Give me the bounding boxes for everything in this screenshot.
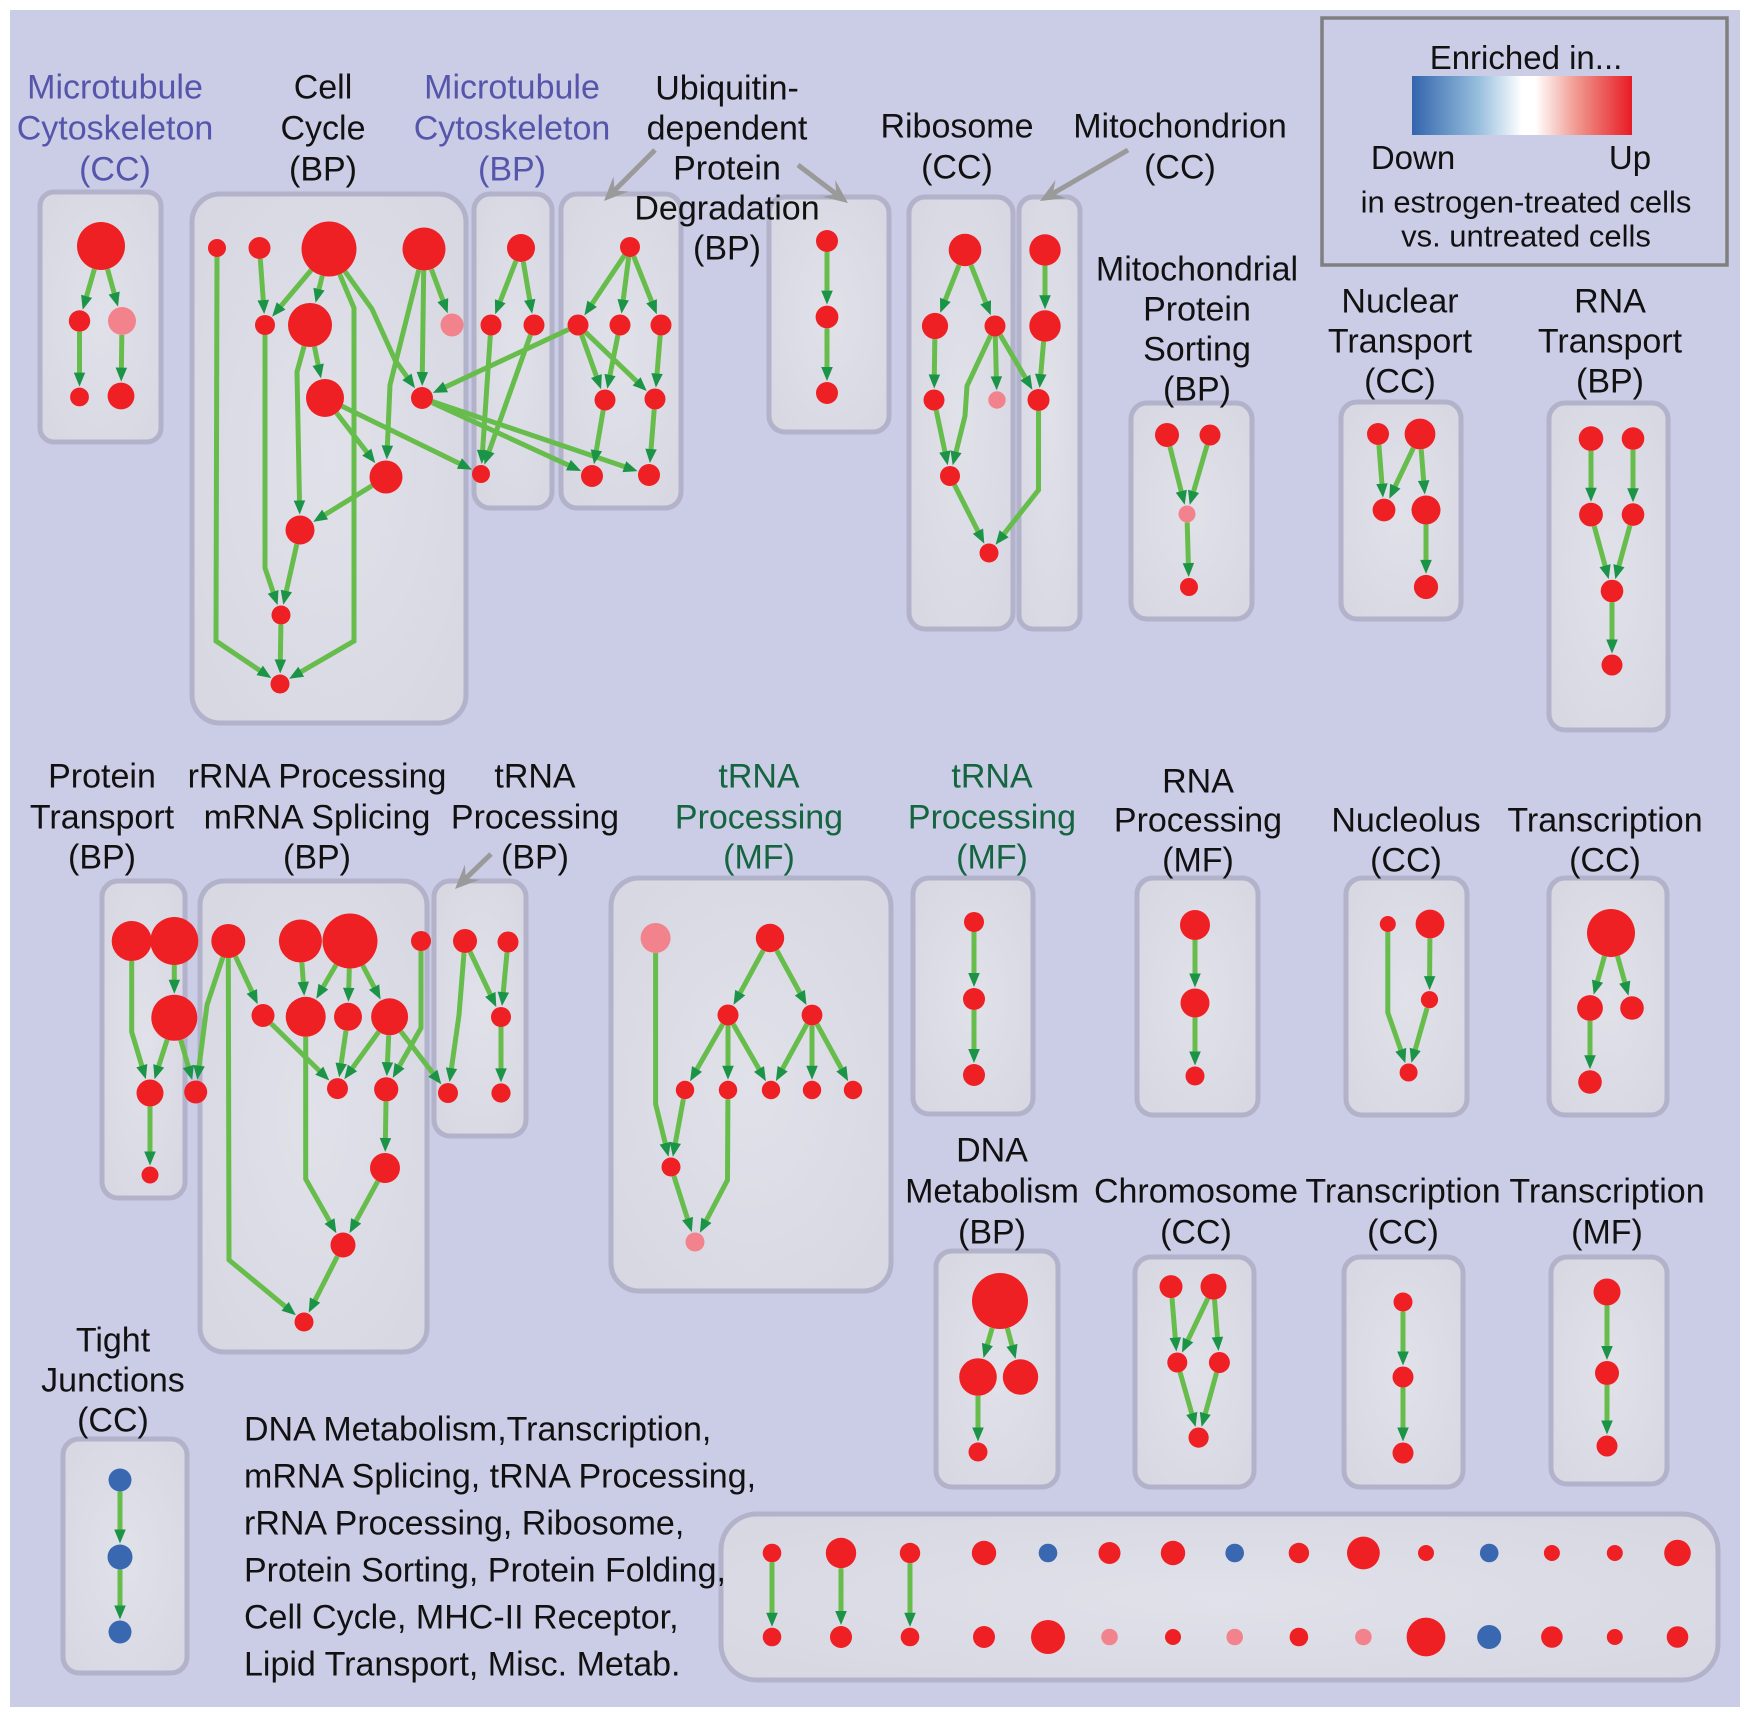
svg-text:Degradation: Degradation: [634, 189, 819, 227]
svg-text:tRNA: tRNA: [494, 757, 576, 795]
svg-text:Processing: Processing: [1114, 801, 1282, 839]
svg-text:(BP): (BP): [958, 1213, 1026, 1251]
svg-text:(CC): (CC): [1370, 841, 1442, 879]
svg-text:(BP): (BP): [478, 150, 546, 188]
svg-text:Transcription: Transcription: [1305, 1172, 1500, 1210]
svg-text:Mitochondrion: Mitochondrion: [1073, 107, 1287, 145]
svg-text:DNA Metabolism,Transcription,: DNA Metabolism,Transcription,: [244, 1410, 711, 1448]
svg-text:Protein: Protein: [48, 757, 156, 795]
svg-text:DNA: DNA: [956, 1131, 1028, 1169]
svg-text:(CC): (CC): [1144, 148, 1216, 186]
svg-text:Processing: Processing: [675, 798, 843, 836]
svg-text:(MF): (MF): [1162, 841, 1234, 879]
svg-text:(BP): (BP): [289, 150, 357, 188]
svg-text:Transcription: Transcription: [1507, 801, 1702, 839]
svg-text:(BP): (BP): [693, 229, 761, 267]
svg-text:(CC): (CC): [1367, 1213, 1439, 1251]
svg-text:Cytoskeleton: Cytoskeleton: [17, 109, 214, 147]
svg-text:(CC): (CC): [921, 148, 993, 186]
svg-text:Protein: Protein: [673, 149, 781, 187]
svg-text:(CC): (CC): [1364, 362, 1436, 400]
svg-text:(BP): (BP): [68, 838, 136, 876]
svg-text:(BP): (BP): [501, 838, 569, 876]
svg-text:Transport: Transport: [30, 798, 175, 836]
svg-text:RNA: RNA: [1162, 762, 1234, 800]
svg-text:Ubiquitin-: Ubiquitin-: [655, 69, 799, 107]
svg-text:mRNA Splicing: mRNA Splicing: [204, 798, 431, 836]
svg-text:Nuclear: Nuclear: [1341, 282, 1458, 320]
svg-text:tRNA: tRNA: [718, 757, 800, 795]
svg-text:Cytoskeleton: Cytoskeleton: [414, 109, 611, 147]
svg-text:Sorting: Sorting: [1143, 330, 1251, 368]
svg-text:Lipid Transport, Misc. Metab.: Lipid Transport, Misc. Metab.: [244, 1645, 681, 1683]
svg-text:Enriched in...: Enriched in...: [1430, 39, 1623, 76]
svg-text:(BP): (BP): [283, 838, 351, 876]
svg-text:(CC): (CC): [77, 1401, 149, 1439]
svg-text:Cell: Cell: [294, 68, 353, 106]
svg-text:Tight: Tight: [76, 1321, 151, 1359]
svg-text:Transport: Transport: [1538, 322, 1683, 360]
svg-text:(MF): (MF): [723, 838, 795, 876]
svg-text:rRNA Processing: rRNA Processing: [188, 757, 447, 795]
svg-text:(MF): (MF): [1571, 1213, 1643, 1251]
svg-text:Transport: Transport: [1328, 322, 1473, 360]
svg-text:Cycle: Cycle: [280, 109, 365, 147]
svg-text:Microtubule: Microtubule: [27, 68, 203, 106]
svg-text:Processing: Processing: [908, 798, 1076, 836]
svg-text:(BP): (BP): [1576, 362, 1644, 400]
svg-text:(BP): (BP): [1163, 370, 1231, 408]
svg-text:(CC): (CC): [79, 150, 151, 188]
svg-text:mRNA Splicing, tRNA Processing: mRNA Splicing, tRNA Processing,: [244, 1457, 756, 1495]
svg-text:Mitochondrial: Mitochondrial: [1096, 250, 1298, 288]
svg-text:Microtubule: Microtubule: [424, 68, 600, 106]
svg-text:Junctions: Junctions: [41, 1361, 185, 1399]
svg-text:Processing: Processing: [451, 798, 619, 836]
svg-text:Protein Sorting, Protein Foldi: Protein Sorting, Protein Folding,: [244, 1551, 726, 1589]
svg-text:rRNA Processing, Ribosome,: rRNA Processing, Ribosome,: [244, 1504, 684, 1542]
svg-text:Ribosome: Ribosome: [880, 107, 1033, 145]
svg-text:Down: Down: [1371, 139, 1455, 176]
svg-text:RNA: RNA: [1574, 282, 1646, 320]
svg-text:(CC): (CC): [1569, 841, 1641, 879]
svg-text:tRNA: tRNA: [951, 757, 1033, 795]
svg-text:vs. untreated cells: vs. untreated cells: [1401, 218, 1651, 253]
svg-text:Nucleolus: Nucleolus: [1331, 801, 1480, 839]
svg-text:Metabolism: Metabolism: [905, 1172, 1079, 1210]
svg-text:Cell Cycle, MHC-II Receptor,: Cell Cycle, MHC-II Receptor,: [244, 1598, 679, 1636]
svg-text:in estrogen-treated cells: in estrogen-treated cells: [1361, 184, 1692, 219]
svg-text:Transcription: Transcription: [1509, 1172, 1704, 1210]
svg-text:Chromosome: Chromosome: [1094, 1172, 1298, 1210]
svg-text:dependent: dependent: [647, 109, 808, 147]
svg-text:Protein: Protein: [1143, 290, 1251, 328]
svg-text:Up: Up: [1609, 139, 1651, 176]
svg-text:(MF): (MF): [956, 838, 1028, 876]
svg-text:(CC): (CC): [1160, 1213, 1232, 1251]
